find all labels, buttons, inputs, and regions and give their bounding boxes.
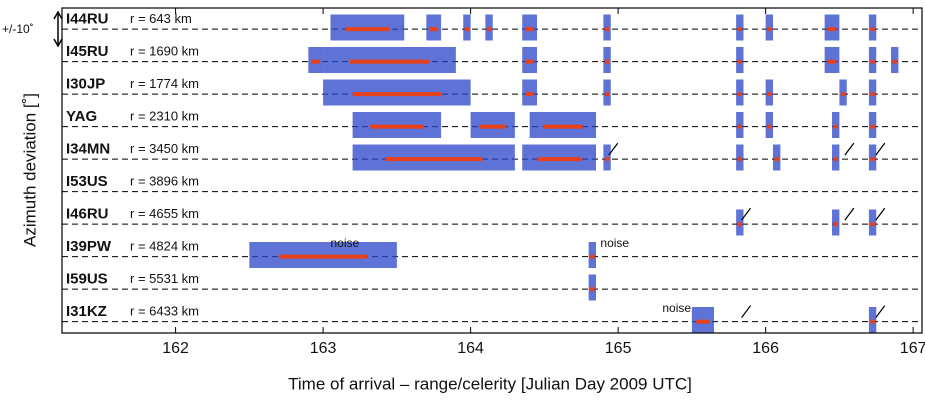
station-distance: r = 5531 km: [130, 271, 199, 286]
detection-core: [525, 27, 535, 32]
detection-core: [833, 124, 838, 129]
detection-core: [464, 27, 470, 32]
station-distance: r = 3896 km: [130, 173, 199, 188]
detection-core: [590, 287, 595, 292]
detection-core: [737, 124, 743, 129]
detection-core: [385, 157, 483, 162]
arrow: [741, 305, 752, 318]
detection-core: [349, 59, 430, 64]
detection-core: [696, 319, 710, 324]
detection-core: [590, 254, 595, 259]
detection-core: [774, 157, 779, 162]
detection-core: [767, 124, 772, 129]
detection-core: [536, 157, 582, 162]
detection-core: [486, 27, 492, 32]
detection-core: [870, 222, 875, 227]
detection-core: [767, 27, 772, 32]
detection-core: [827, 27, 837, 32]
station-distance: r = 4824 km: [130, 238, 199, 253]
detection-core: [737, 222, 743, 227]
station-distance: r = 3450 km: [130, 141, 199, 156]
arrow: [608, 142, 619, 156]
detection-core: [892, 59, 897, 64]
detection-core: [370, 124, 424, 129]
detection-core: [429, 27, 439, 32]
detection-core: [352, 92, 442, 97]
arrow: [875, 305, 886, 318]
detection-core: [604, 59, 610, 64]
x-tick-label: 165: [605, 340, 632, 357]
station-name: YAG: [66, 108, 97, 125]
annotation: noise: [330, 236, 359, 250]
detection-core: [767, 92, 772, 97]
detection-core: [737, 92, 743, 97]
arrow: [844, 207, 855, 221]
annotation: noise: [600, 236, 629, 250]
detection-core: [870, 27, 875, 32]
band-arrow-heads: [53, 10, 63, 48]
arrow: [875, 207, 886, 221]
station-name: I46RU: [66, 205, 109, 222]
station-name: I30JP: [66, 75, 105, 92]
station-distance: r = 6433 km: [130, 303, 199, 318]
detection-core: [311, 59, 321, 64]
station-distance: r = 2310 km: [130, 108, 199, 123]
x-tick-label: 166: [752, 340, 779, 357]
detection-core: [870, 59, 875, 64]
detection-core: [827, 59, 837, 64]
detection-core: [833, 222, 838, 227]
detection-core: [525, 92, 535, 97]
annotation: noise: [662, 301, 691, 315]
plot-frame: [61, 7, 923, 334]
detection-core: [737, 59, 743, 64]
detection-core: [833, 157, 838, 162]
detection-core: [525, 59, 535, 64]
station-name: I34MN: [66, 140, 110, 157]
detection-core: [840, 92, 846, 97]
x-axis-label: Time of arrival – range/celerity [Julian…: [288, 374, 692, 393]
x-tick-label: 164: [457, 340, 484, 357]
detection-core: [278, 254, 368, 259]
arrow: [741, 207, 752, 221]
x-tick-label: 162: [162, 340, 189, 357]
station-name: I44RU: [66, 10, 109, 27]
station-name: I31KZ: [66, 303, 107, 320]
station-name: I39PW: [66, 238, 112, 255]
station-distance: r = 4655 km: [130, 206, 199, 221]
y-axis-label: Azimuth deviation [˚]: [20, 93, 39, 247]
station-name: I59US: [66, 270, 108, 287]
detection-core: [604, 27, 610, 32]
detection-core: [604, 92, 610, 97]
detection-core: [542, 124, 583, 129]
detection-core: [345, 27, 390, 32]
station-name: I53US: [66, 173, 108, 190]
band-label: +/-10˚: [2, 22, 34, 36]
x-tick-label: 163: [310, 340, 337, 357]
x-tick-label: 167: [900, 340, 925, 357]
detection-core: [870, 124, 875, 129]
detection-core: [870, 157, 875, 162]
detection-core: [737, 157, 743, 162]
detection-core: [604, 157, 610, 162]
station-distance: r = 643 km: [130, 11, 192, 26]
detection-core: [479, 124, 507, 129]
arrow: [875, 142, 886, 156]
detection-core: [870, 92, 875, 97]
station-name: I45RU: [66, 43, 109, 60]
arrow: [844, 142, 855, 156]
station-distance: r = 1690 km: [130, 43, 199, 58]
detection-core: [737, 27, 743, 32]
station-distance: r = 1774 km: [130, 76, 199, 91]
detection-core: [870, 319, 875, 324]
